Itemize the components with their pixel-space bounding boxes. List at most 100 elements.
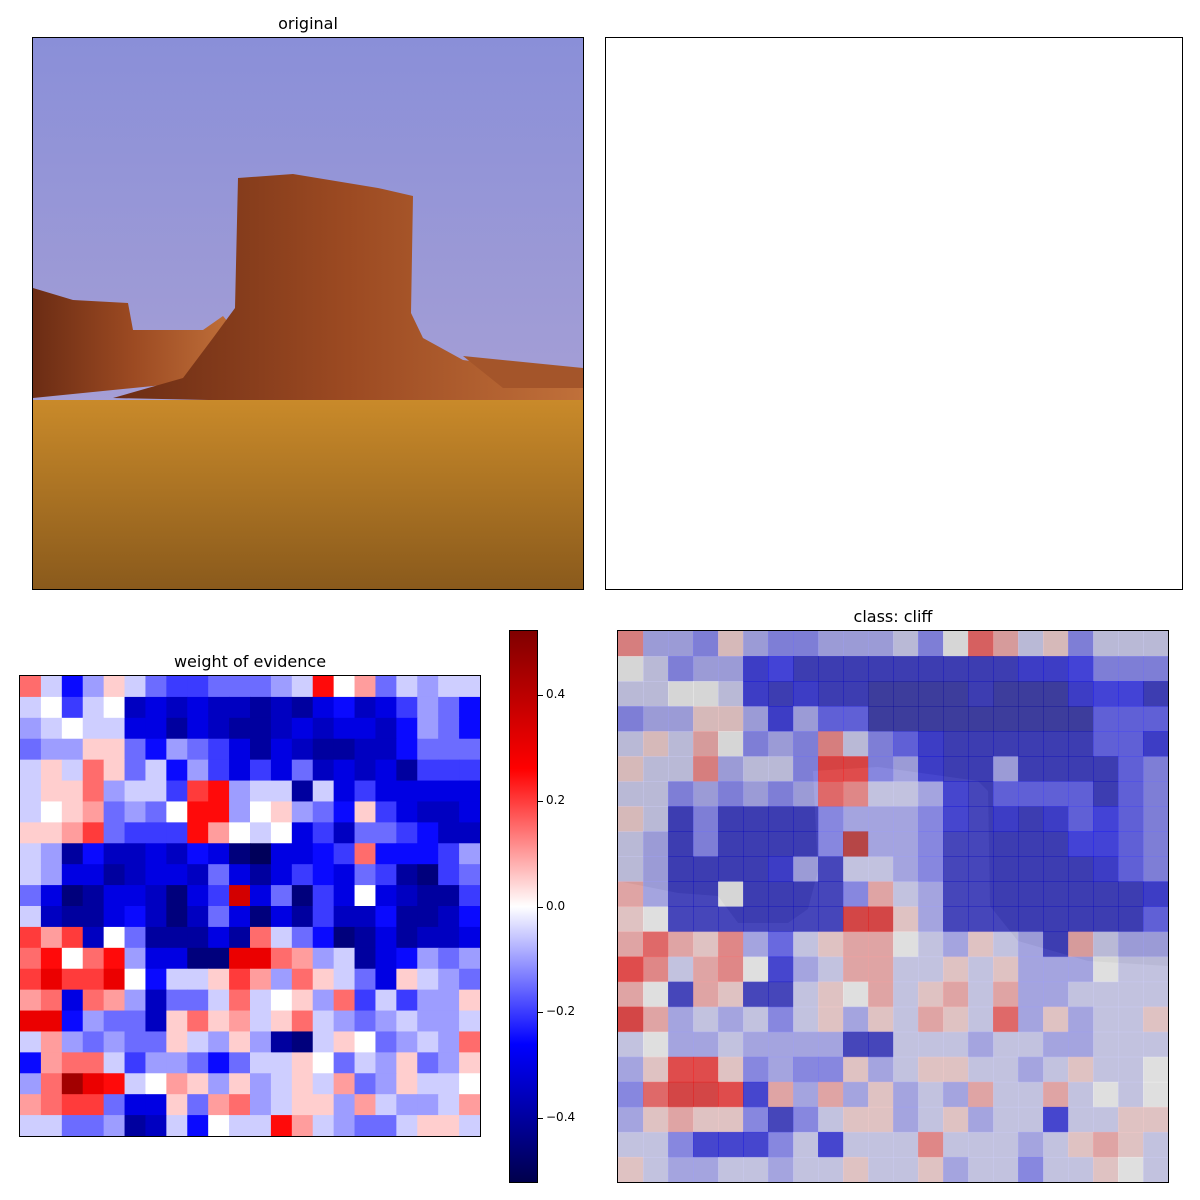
heatmap-cell <box>693 756 719 782</box>
heatmap-cell <box>459 717 480 740</box>
heatmap-cell <box>1118 631 1144 657</box>
heatmap-cell <box>1018 756 1044 782</box>
heatmap-cell <box>1068 831 1094 857</box>
heatmap-cell <box>993 931 1019 958</box>
heatmap-cell <box>793 706 819 732</box>
heatmap-cell <box>793 806 819 832</box>
heatmap-cell <box>993 906 1019 933</box>
heatmap-cell <box>793 906 819 933</box>
heatmap-cell <box>291 696 314 719</box>
heatmap-cell <box>818 956 844 983</box>
heatmap-cell <box>718 906 744 933</box>
heatmap-cell <box>145 947 167 970</box>
heatmap-cell <box>145 801 167 823</box>
heatmap-cell <box>968 881 994 907</box>
heatmap-cell <box>354 822 376 844</box>
heatmap-cell <box>291 822 314 844</box>
heatmap-cell <box>818 1106 844 1133</box>
heatmap-cell <box>668 856 694 882</box>
heatmap-cell <box>768 806 794 832</box>
heatmap-cell <box>893 756 919 782</box>
heatmap-cell <box>103 717 126 740</box>
grassland <box>33 400 583 589</box>
heatmap-cell <box>918 1081 944 1108</box>
heatmap-cell <box>291 926 314 949</box>
heatmap-cell <box>354 864 376 886</box>
heatmap-cell <box>968 756 994 782</box>
heatmap-cell <box>868 856 894 882</box>
heatmap-cell <box>61 947 84 970</box>
heatmap-cell <box>643 631 669 657</box>
heatmap-cell <box>459 1031 480 1053</box>
heatmap-cell <box>943 856 969 882</box>
heatmap-cell <box>187 1073 209 1095</box>
heatmap-cell <box>618 981 644 1008</box>
heatmap-cell <box>61 1010 84 1032</box>
heatmap-cell <box>743 1006 769 1033</box>
heatmap-cell <box>868 756 894 782</box>
heatmap-cell <box>396 822 418 844</box>
heatmap-cell <box>333 843 356 865</box>
heatmap-cell <box>124 1094 146 1116</box>
heatmap-cell <box>187 947 209 970</box>
heatmap-cell <box>818 781 844 807</box>
heatmap-cell <box>396 1052 418 1074</box>
heatmap-cell <box>312 717 335 740</box>
heatmap-cell <box>459 906 480 928</box>
heatmap-cell <box>1068 881 1094 907</box>
heatmap-cell <box>312 968 335 991</box>
heatmap-cell <box>291 717 314 740</box>
heatmap-cell <box>417 968 439 991</box>
heatmap-cell <box>868 831 894 857</box>
heatmap-cell <box>312 1115 335 1136</box>
heatmap-cell <box>793 1006 819 1033</box>
heatmap-cell <box>166 738 188 761</box>
heatmap-cell <box>208 1010 230 1032</box>
heatmap-cell <box>1068 931 1094 958</box>
heatmap-cell <box>438 780 460 802</box>
heatmap-cell <box>643 731 669 757</box>
heatmap-cell <box>396 780 418 802</box>
heatmap-cell <box>208 717 230 740</box>
heatmap-cell <box>768 731 794 757</box>
heatmap-cell <box>20 885 42 907</box>
heatmap-cell <box>229 801 251 823</box>
heatmap-cell <box>103 1010 126 1032</box>
heatmap-cell <box>818 1081 844 1108</box>
heatmap-cell <box>459 968 480 991</box>
heatmap-cell <box>743 681 769 707</box>
heatmap-cell <box>643 906 669 933</box>
heatmap-cell <box>145 885 167 907</box>
heatmap-cell <box>187 885 209 907</box>
heatmap-cell <box>396 843 418 865</box>
heatmap-cell <box>1118 981 1144 1008</box>
heatmap-cell <box>396 1115 418 1136</box>
heatmap-cell <box>993 1106 1019 1133</box>
heatmap-cell <box>1068 731 1094 757</box>
heatmap-cell <box>1143 781 1168 807</box>
heatmap-cell <box>693 856 719 882</box>
heatmap-cell <box>668 831 694 857</box>
heatmap-cell <box>893 956 919 983</box>
heatmap-cell <box>166 1052 188 1074</box>
heatmap-cell <box>1018 1056 1044 1083</box>
heatmap-cell <box>124 906 146 928</box>
heatmap-cell <box>270 717 293 740</box>
heatmap-cell <box>943 881 969 907</box>
heatmap-cell <box>1093 1156 1119 1182</box>
heatmap-cell <box>1018 631 1044 657</box>
heatmap-cell <box>208 801 230 823</box>
heatmap-cell <box>61 906 84 928</box>
heatmap-cell <box>166 1031 188 1053</box>
heatmap-cell <box>743 1056 769 1083</box>
heatmap-cell <box>818 981 844 1008</box>
heatmap-cell <box>61 1094 84 1116</box>
heatmap-cell <box>943 656 969 682</box>
heatmap-cell <box>61 1115 84 1136</box>
heatmap-cell <box>354 926 376 949</box>
heatmap-cell <box>61 822 84 844</box>
heatmap-cell <box>718 781 744 807</box>
heatmap-cell <box>943 1081 969 1108</box>
heatmap-cell <box>1118 856 1144 882</box>
heatmap-cell <box>968 1056 994 1083</box>
